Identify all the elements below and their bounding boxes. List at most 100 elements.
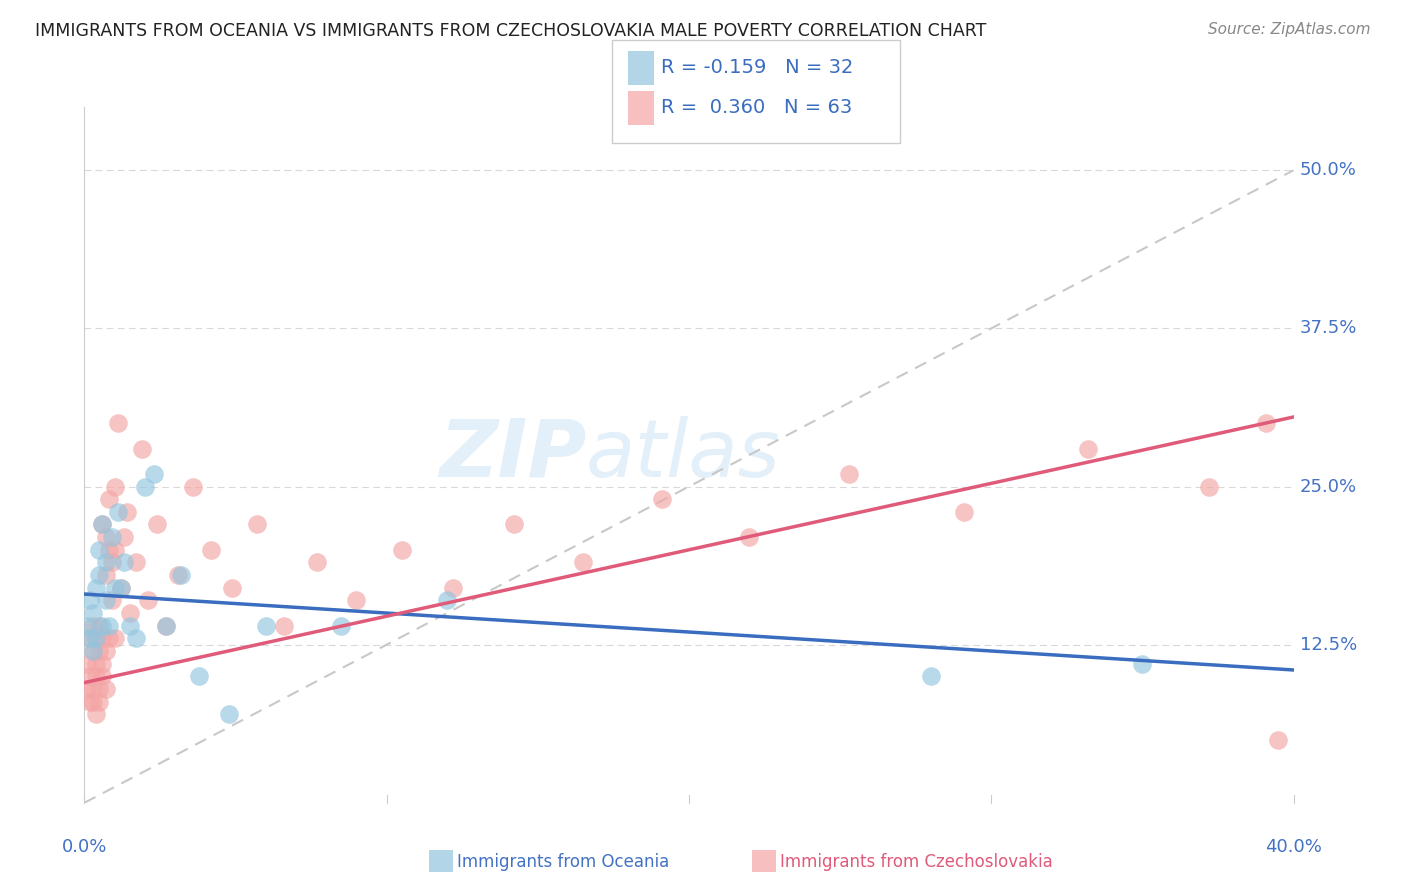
Point [86, 632, 108, 646]
Point [79, 632, 101, 646]
Point [346, 593, 368, 607]
Point [76, 657, 98, 671]
Point [89, 644, 111, 658]
Point [110, 581, 132, 595]
Text: Source: ZipAtlas.com: Source: ZipAtlas.com [1208, 22, 1371, 37]
Text: R = -0.159   N = 32: R = -0.159 N = 32 [661, 58, 853, 78]
Point [89, 618, 111, 632]
Point [146, 517, 169, 532]
Point [651, 492, 673, 507]
Point [100, 556, 122, 570]
Point [76, 618, 98, 632]
Point [441, 581, 464, 595]
Point [94, 681, 117, 696]
Point [155, 618, 177, 632]
Point [131, 442, 153, 456]
Point [1198, 479, 1220, 493]
Point [1267, 732, 1289, 747]
Point [134, 479, 156, 493]
Point [82, 606, 104, 620]
Point [125, 632, 148, 646]
Point [79, 593, 101, 607]
Point [110, 581, 132, 595]
Point [167, 568, 190, 582]
Point [838, 467, 860, 481]
Point [94, 556, 117, 570]
Point [91, 657, 114, 671]
Point [100, 530, 122, 544]
Point [107, 505, 129, 519]
Point [107, 417, 129, 431]
Text: 25.0%: 25.0% [1299, 477, 1357, 496]
Point [82, 644, 104, 658]
Point [91, 669, 114, 683]
Point [115, 505, 138, 519]
Point [104, 581, 127, 595]
Point [104, 542, 127, 557]
Point [79, 695, 101, 709]
Text: Immigrants from Czechoslovakia: Immigrants from Czechoslovakia [780, 853, 1053, 871]
Text: R =  0.360   N = 63: R = 0.360 N = 63 [661, 98, 852, 118]
Point [246, 517, 269, 532]
Point [91, 517, 114, 532]
Point [391, 542, 413, 557]
Point [104, 479, 127, 493]
Point [112, 530, 135, 544]
Point [82, 644, 104, 658]
Point [89, 542, 111, 557]
Point [125, 556, 148, 570]
Text: ZIP: ZIP [439, 416, 586, 494]
Point [89, 681, 111, 696]
Point [330, 618, 353, 632]
Point [79, 632, 101, 646]
Point [89, 568, 111, 582]
Point [86, 707, 108, 722]
Point [170, 568, 193, 582]
Point [738, 530, 761, 544]
Point [118, 618, 141, 632]
Point [188, 669, 211, 683]
Point [86, 657, 108, 671]
Point [254, 618, 277, 632]
Point [94, 593, 117, 607]
Point [953, 505, 976, 519]
Point [100, 593, 122, 607]
Point [94, 530, 117, 544]
Point [221, 581, 243, 595]
Point [82, 681, 104, 696]
Text: Immigrants from Oceania: Immigrants from Oceania [457, 853, 669, 871]
Point [920, 669, 942, 683]
Point [155, 618, 177, 632]
Text: 37.5%: 37.5% [1299, 319, 1357, 337]
Point [79, 669, 101, 683]
Point [136, 593, 159, 607]
Point [97, 492, 120, 507]
Point [91, 517, 114, 532]
Point [273, 618, 295, 632]
Point [82, 618, 104, 632]
Point [181, 479, 204, 493]
Point [200, 542, 222, 557]
Point [76, 681, 98, 696]
Point [118, 606, 141, 620]
Point [86, 632, 108, 646]
Point [104, 632, 127, 646]
Point [82, 695, 104, 709]
Point [436, 593, 458, 607]
Point [502, 517, 524, 532]
Text: 0.0%: 0.0% [62, 838, 107, 856]
Point [307, 556, 329, 570]
Point [112, 556, 135, 570]
Point [572, 556, 595, 570]
Point [97, 632, 120, 646]
Point [1256, 417, 1278, 431]
Point [142, 467, 165, 481]
Point [218, 707, 240, 722]
Text: atlas: atlas [586, 416, 780, 494]
Text: IMMIGRANTS FROM OCEANIA VS IMMIGRANTS FROM CZECHOSLOVAKIA MALE POVERTY CORRELATI: IMMIGRANTS FROM OCEANIA VS IMMIGRANTS FR… [35, 22, 987, 40]
Point [86, 669, 108, 683]
Point [91, 618, 114, 632]
Text: 50.0%: 50.0% [1299, 161, 1357, 179]
Text: 40.0%: 40.0% [1265, 838, 1322, 856]
Point [1130, 657, 1153, 671]
